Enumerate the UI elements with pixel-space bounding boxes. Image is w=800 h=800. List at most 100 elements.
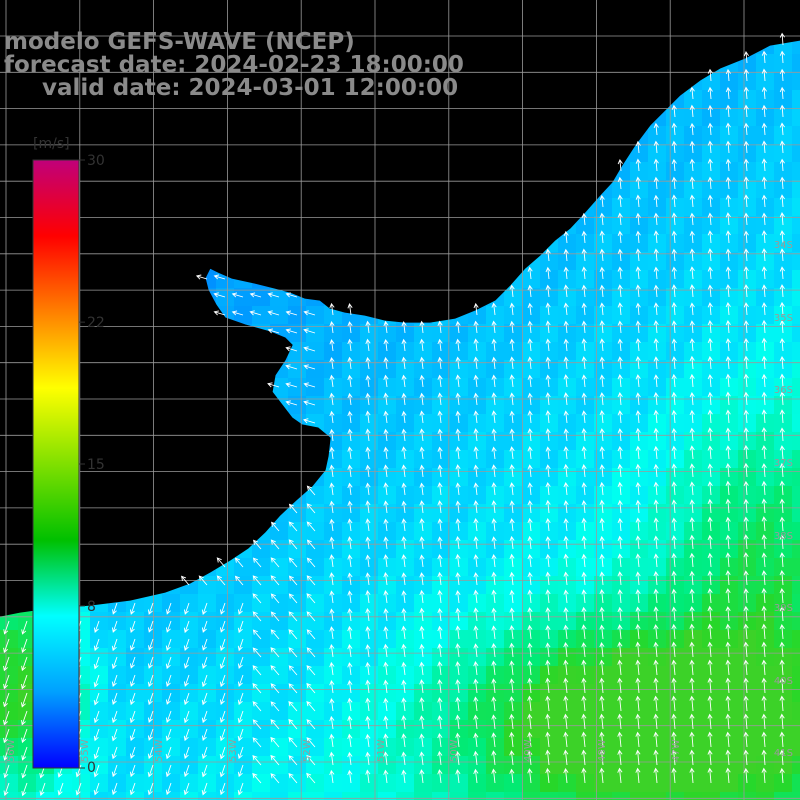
wind-arrow [545,266,551,280]
wind-arrow [527,731,533,748]
wind-speed-cell [324,792,343,800]
wind-speed-cell [450,558,469,577]
wind-arrow [437,697,443,712]
wind-speed-cell [666,630,685,649]
wind-speed-cell [378,702,397,721]
wind-arrow [147,674,154,688]
wind-arrow [761,355,767,370]
wind-speed-cell [486,324,505,343]
wind-arrow [581,230,587,244]
wind-speed-cell [594,414,613,433]
wind-speed-cell [306,486,325,505]
wind-arrow [285,328,298,334]
wind-arrow [491,714,497,730]
wind-arrow [491,482,497,496]
wind-arrow [725,623,731,640]
wind-arrow [39,782,46,796]
wind-arrow [761,391,767,406]
wind-speed-cell [432,324,451,343]
wind-arrow [779,641,785,658]
wind-arrow [347,303,353,316]
wind-speed-cell [792,414,800,433]
wind-speed-cell [396,648,415,667]
wind-arrow [581,482,587,496]
wind-arrow [219,602,226,615]
wind-speed-cell [612,594,631,613]
wind-arrow [779,32,785,46]
wind-arrow [527,284,533,298]
wind-arrow [219,746,226,760]
wind-speed-cell [324,594,343,613]
wind-arrow [779,767,785,784]
wind-arrow [509,607,515,622]
wind-speed-cell [756,378,775,397]
wind-speed-cell [234,288,253,307]
wind-arrow [707,588,713,604]
wind-arrow [635,481,641,496]
wind-arrow [743,320,749,334]
wind-speed-cell [756,90,775,109]
wind-speed-cell [540,702,559,721]
wind-speed-cell [414,684,433,703]
wind-arrow [491,678,497,694]
wind-speed-cell [180,792,199,800]
wind-speed-cell [648,540,667,559]
wind-arrow [509,500,515,514]
wind-arrow [653,713,659,730]
wind-arrow [671,194,677,208]
wind-arrow [707,194,713,208]
wind-speed-cell [612,288,631,307]
wind-arrow [779,50,785,64]
wind-speed-cell [612,396,631,415]
wind-speed-cell [378,540,397,559]
wind-speed-cell [594,270,613,289]
wind-speed-cell [720,144,739,163]
wind-arrow [473,660,479,676]
wind-arrow [725,659,731,676]
wind-speed-cell [684,306,703,325]
wind-arrow [365,715,371,730]
wind-speed-cell [252,540,271,559]
wind-arrow [671,481,677,496]
wind-arrow [147,620,154,633]
wind-speed-cell [558,414,577,433]
wind-arrow [201,656,208,669]
wind-speed-cell [270,666,289,685]
wind-speed-cell [630,450,649,469]
wind-speed-cell [594,450,613,469]
wind-speed-cell [396,342,415,361]
wind-arrow [75,764,82,778]
wind-arrow [21,746,28,761]
wind-arrow [617,320,623,334]
wind-arrow [653,517,659,532]
wind-speed-cell [576,360,595,379]
wind-arrow [437,769,443,784]
wind-arrow [491,428,497,442]
wind-speed-cell [666,342,685,361]
wind-arrow [237,602,244,615]
wind-arrow [419,338,425,352]
wind-arrow [509,713,515,730]
wind-arrow [437,643,443,658]
wind-speed-cell [702,738,721,757]
wind-arrow [563,248,569,262]
wind-speed-cell [468,720,487,739]
wind-speed-cell [396,522,415,541]
wind-speed-cell [666,450,685,469]
wind-arrow [303,400,316,406]
wind-arrow [779,284,785,298]
wind-arrow [419,715,425,730]
wind-speed-cell [324,630,343,649]
wind-speed-cell [558,486,577,505]
wind-speed-cell [306,630,325,649]
wind-speed-cell [270,756,289,775]
wind-speed-cell [792,342,800,361]
wind-arrow [743,534,749,550]
wind-speed-cell [522,738,541,757]
wind-speed-cell [738,144,757,163]
wind-arrow [383,536,389,550]
wind-arrow [365,428,371,442]
wind-arrow [455,750,461,766]
wind-speed-cell [468,432,487,451]
wind-speed-cell [540,324,559,343]
